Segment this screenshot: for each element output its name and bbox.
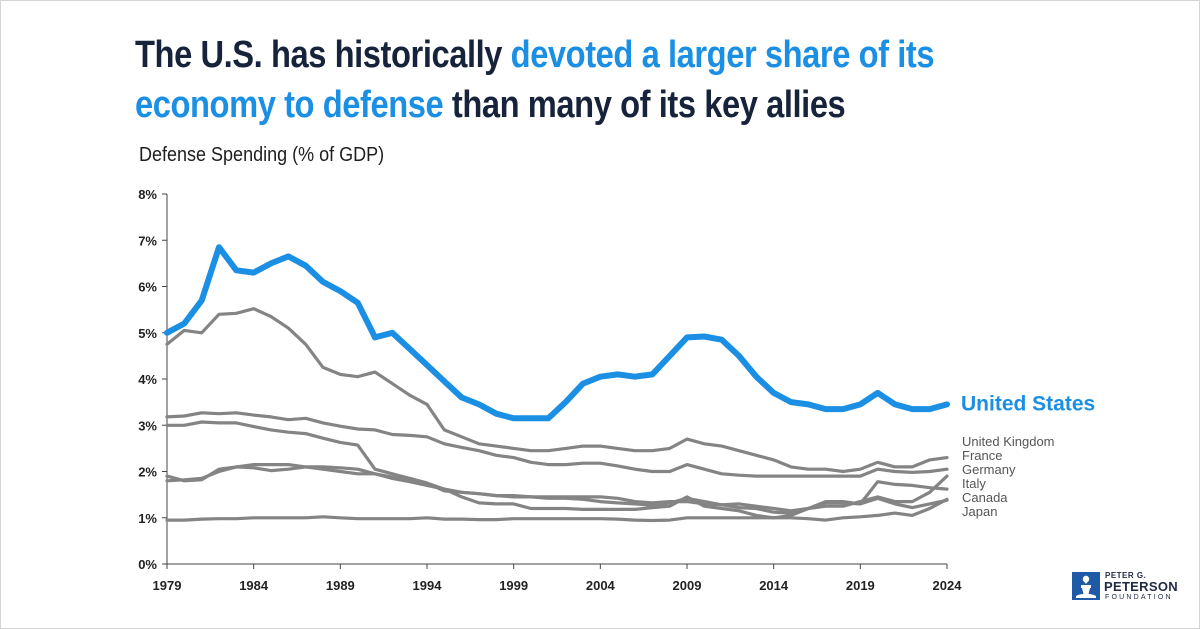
x-tick-label: 1999 xyxy=(499,578,528,593)
y-tick-label: 1% xyxy=(138,511,157,526)
series-label-united-kingdom: United Kingdom xyxy=(962,434,1055,449)
series-label-germany: Germany xyxy=(962,462,1016,477)
series-line-japan xyxy=(165,497,949,523)
series-line-united-kingdom xyxy=(165,307,949,474)
series-label-canada: Canada xyxy=(962,490,1008,505)
y-tick-label: 7% xyxy=(138,233,157,248)
y-tick-label: 8% xyxy=(138,187,157,202)
logo-text-peterson: PETERSON xyxy=(1104,579,1178,594)
y-tick-label: 0% xyxy=(138,557,157,572)
x-tick-label: 1994 xyxy=(413,578,443,593)
logo-text-foundation: FOUNDATION xyxy=(1105,594,1173,601)
x-tick-label: 2019 xyxy=(846,578,875,593)
title-part-3: than many of its key allies xyxy=(443,84,846,126)
x-tick-label: 1984 xyxy=(239,578,269,593)
series-line-france xyxy=(165,411,949,478)
x-tick-label: 1979 xyxy=(153,578,182,593)
series-label-japan: Japan xyxy=(962,504,997,519)
y-tick-label: 2% xyxy=(138,465,157,480)
peterson-logo: PETER G. PETERSON FOUNDATION xyxy=(1072,569,1178,603)
title-part-1: The U.S. has historically xyxy=(135,34,511,76)
x-tick-label: 2004 xyxy=(586,578,616,593)
y-tick-label: 4% xyxy=(138,372,157,387)
series-label-united-states: United States xyxy=(961,392,1095,415)
x-tick-label: 2009 xyxy=(673,578,702,593)
x-tick-label: 2024 xyxy=(933,578,963,593)
y-tick-label: 5% xyxy=(138,326,157,341)
y-tick-label: 3% xyxy=(138,418,157,433)
y-tick-label: 6% xyxy=(138,280,157,295)
x-tick-label: 1989 xyxy=(326,578,355,593)
title-highlight: devoted a larger share of its economy to… xyxy=(135,34,935,126)
series-label-france: France xyxy=(962,448,1002,463)
chart-subtitle: Defense Spending (% of GDP) xyxy=(139,144,385,166)
series-label-italy: Italy xyxy=(962,476,986,491)
logo-text-peter-g: PETER G. xyxy=(1105,571,1147,580)
torch-icon xyxy=(1072,572,1100,600)
series-line-canada xyxy=(165,463,949,520)
series-line-united-states xyxy=(164,244,950,422)
x-tick-label: 2014 xyxy=(759,578,789,593)
chart-title: The U.S. has historically devoted a larg… xyxy=(135,30,995,130)
